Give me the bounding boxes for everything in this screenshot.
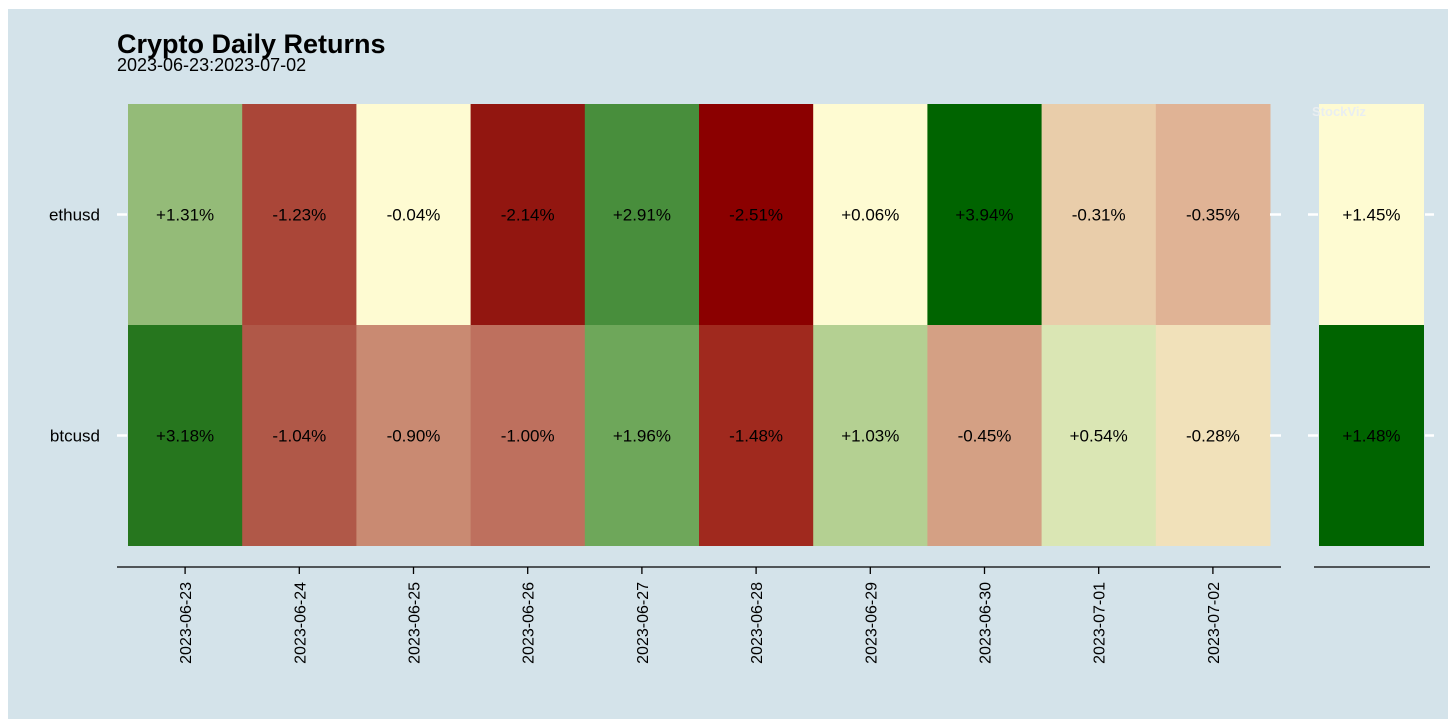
heatmap-cell-btcusd-2023-06-27 — [584, 325, 700, 546]
cell-label-ethusd-2023-06-28: -2.51% — [729, 206, 783, 225]
summary-label-btcusd: +1.48% — [1342, 427, 1400, 446]
row-label-btcusd: btcusd — [50, 427, 100, 446]
summary-label-ethusd: +1.45% — [1342, 206, 1400, 225]
heatmap-cell-btcusd-2023-06-23 — [128, 325, 243, 546]
cell-label-btcusd-2023-06-26: -1.00% — [501, 427, 555, 446]
cell-label-btcusd-2023-07-01: +0.54% — [1070, 427, 1128, 446]
heatmap-cell-ethusd-2023-06-23 — [128, 104, 243, 325]
cell-label-btcusd-2023-06-23: +3.18% — [156, 427, 214, 446]
cell-label-btcusd-2023-06-29: +1.03% — [841, 427, 899, 446]
heatmap-cell-btcusd-2023-06-24 — [242, 325, 357, 546]
summary-cell-ethusd — [1319, 104, 1424, 325]
heatmap-cell-btcusd-2023-06-28 — [699, 325, 814, 546]
cell-label-ethusd-2023-06-26: -2.14% — [501, 206, 555, 225]
heatmap-cell-ethusd-2023-06-28 — [699, 104, 814, 325]
heatmap-cell-ethusd-2023-06-25 — [356, 104, 472, 325]
cell-label-btcusd-2023-06-27: +1.96% — [613, 427, 671, 446]
heatmap-cell-ethusd-2023-06-30 — [927, 104, 1043, 325]
heatmap-cell-btcusd-2023-06-30 — [927, 325, 1043, 546]
heatmap-cell-btcusd-2023-07-02 — [1155, 325, 1271, 546]
x-tick-label-2023-06-27: 2023-06-27 — [635, 582, 652, 664]
heatmap-cell-ethusd-2023-06-26 — [470, 104, 586, 325]
x-tick-label-2023-06-26: 2023-06-26 — [521, 582, 538, 664]
x-tick-label-2023-06-29: 2023-06-29 — [863, 582, 880, 664]
cell-label-btcusd-2023-06-24: -1.04% — [272, 427, 326, 446]
chart-subtitle: 2023-06-23:2023-07-02 — [117, 55, 306, 75]
cell-label-btcusd-2023-07-02: -0.28% — [1186, 427, 1240, 446]
row-label-ethusd: ethusd — [49, 206, 100, 225]
x-tick-label-2023-06-28: 2023-06-28 — [749, 582, 766, 664]
cell-label-ethusd-2023-07-01: -0.31% — [1072, 206, 1126, 225]
heatmap-cell-ethusd-2023-07-01 — [1041, 104, 1157, 325]
heatmap-cell-ethusd-2023-06-27 — [584, 104, 700, 325]
heatmap-cell-btcusd-2023-06-26 — [470, 325, 586, 546]
x-tick-label-2023-06-23: 2023-06-23 — [178, 582, 195, 664]
cell-label-ethusd-2023-06-29: +0.06% — [841, 206, 899, 225]
cell-label-ethusd-2023-06-25: -0.04% — [387, 206, 441, 225]
heatmap-cell-btcusd-2023-07-01 — [1041, 325, 1157, 546]
cell-label-btcusd-2023-06-30: -0.45% — [958, 427, 1012, 446]
x-tick-label-2023-07-02: 2023-07-02 — [1206, 582, 1223, 664]
cell-label-ethusd-2023-06-23: +1.31% — [156, 206, 214, 225]
x-tick-label-2023-06-25: 2023-06-25 — [407, 582, 424, 664]
cell-label-ethusd-2023-06-27: +2.91% — [613, 206, 671, 225]
cell-label-btcusd-2023-06-28: -1.48% — [729, 427, 783, 446]
cell-label-ethusd-2023-06-24: -1.23% — [272, 206, 326, 225]
heatmap-cell-ethusd-2023-06-24 — [242, 104, 357, 325]
chart-title: Crypto Daily Returns — [117, 29, 386, 59]
heatmap-cell-btcusd-2023-06-29 — [813, 325, 928, 546]
heatmap-cell-btcusd-2023-06-25 — [356, 325, 472, 546]
cell-label-ethusd-2023-07-02: -0.35% — [1186, 206, 1240, 225]
cell-label-btcusd-2023-06-25: -0.90% — [387, 427, 441, 446]
watermark-text: StockViz — [1312, 104, 1366, 119]
x-tick-label-2023-07-01: 2023-07-01 — [1092, 582, 1109, 664]
summary-cell-btcusd — [1319, 325, 1424, 546]
cell-label-ethusd-2023-06-30: +3.94% — [955, 206, 1013, 225]
x-tick-label-2023-06-30: 2023-06-30 — [978, 582, 995, 664]
x-tick-label-2023-06-24: 2023-06-24 — [292, 582, 309, 664]
heatmap-cell-ethusd-2023-07-02 — [1155, 104, 1271, 325]
heatmap-cell-ethusd-2023-06-29 — [813, 104, 928, 325]
